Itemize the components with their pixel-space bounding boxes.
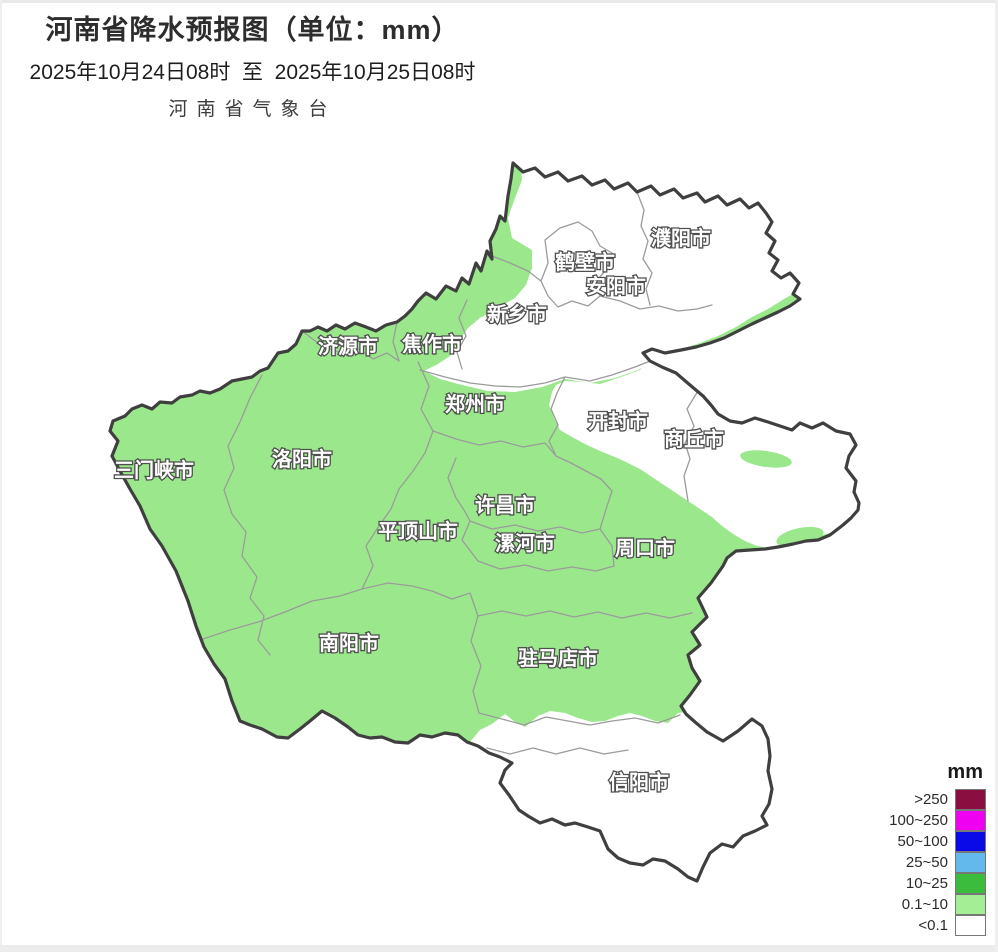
legend-row: >250: [889, 788, 986, 810]
legend-swatch: [955, 830, 986, 852]
legend-swatch: [955, 872, 986, 894]
city-label-zhumadian: 驻马店市: [518, 646, 598, 670]
city-label-kaifeng: 开封市: [588, 409, 648, 433]
legend-label: >250: [914, 791, 948, 808]
city-label-luoyang: 洛阳市: [272, 447, 332, 471]
city-label-luohe: 漯河市: [495, 531, 555, 555]
frame-edge-top: [0, 0, 998, 3]
map-header: 河南省降水预报图（单位：mm） 2025年10月24日08时 至 2025年10…: [0, 8, 505, 121]
city-label-zhoukou: 周口市: [615, 536, 675, 560]
frame-edge-left: [0, 0, 2, 952]
legend-row: 0.1~10: [889, 893, 986, 915]
city-labels: 濮阳市 鹤壁市 安阳市 新乡市 济源市 焦作市 郑州市 开封市 商丘市 三门峡市…: [113, 225, 726, 796]
frame-edge-right: [995, 0, 998, 952]
city-label-jiaozuo: 焦作市: [402, 332, 462, 356]
legend-row: 100~250: [889, 809, 986, 831]
prefecture-boundaries: [199, 191, 713, 755]
city-label-pingdingshan: 平顶山市: [378, 519, 458, 543]
legend-unit-label: mm: [947, 761, 983, 783]
issuing-agency: 河南省气象台: [168, 98, 337, 120]
frame-edge-bottom: [0, 945, 998, 952]
no-rain-region-south: [225, 711, 790, 881]
city-label-xinxiang: 新乡市: [487, 302, 547, 326]
legend-row: 25~50: [889, 851, 986, 873]
legend-label: 10~25: [905, 875, 948, 892]
city-label-anyang: 安阳市: [586, 274, 646, 298]
legend-label: 25~50: [905, 854, 948, 871]
legend-label: <0.1: [918, 917, 948, 934]
city-label-hebi: 鹤壁市: [555, 250, 615, 274]
rain-patch-shangqiu-south: [740, 450, 792, 468]
forecast-period: 2025年10月24日08时 至 2025年10月25日08时: [29, 61, 476, 84]
city-label-xuchang: 许昌市: [475, 493, 535, 517]
precipitation-legend: mm >250 100~250 50~100 25~50 10~25 0.1~1…: [889, 761, 986, 936]
city-label-jiyuan: 济源市: [318, 334, 378, 358]
city-label-zhengzhou: 郑州市: [445, 392, 505, 416]
legend-row: <0.1: [889, 914, 986, 936]
city-label-shangqiu: 商丘市: [664, 427, 724, 451]
legend-row: 10~25: [889, 872, 986, 894]
legend-row: 50~100: [889, 830, 986, 852]
no-rain-region-northeast: [424, 163, 830, 392]
legend-label: 100~250: [889, 812, 948, 829]
city-label-nanyang: 南阳市: [319, 631, 379, 655]
legend-swatch: [955, 851, 986, 873]
city-label-xinyang: 信阳市: [609, 770, 669, 794]
legend-swatch: [955, 914, 986, 936]
legend-label: 50~100: [897, 833, 948, 850]
henan-province-outline: [108, 161, 861, 883]
legend-swatch: [955, 809, 986, 831]
legend-swatch: [955, 788, 986, 810]
city-label-sanmenxia: 三门峡市: [114, 458, 194, 482]
legend-label: 0.1~10: [901, 896, 948, 913]
city-label-puyang: 濮阳市: [651, 226, 711, 250]
page-title: 河南省降水预报图（单位：mm）: [45, 15, 460, 45]
legend-swatch: [955, 893, 986, 915]
